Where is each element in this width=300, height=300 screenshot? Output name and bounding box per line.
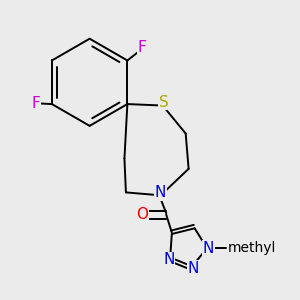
Text: N: N xyxy=(154,185,166,200)
Text: F: F xyxy=(138,40,146,55)
Text: S: S xyxy=(159,94,169,110)
Text: N: N xyxy=(188,261,199,276)
Text: N: N xyxy=(163,252,174,267)
Text: N: N xyxy=(203,241,214,256)
Text: methyl: methyl xyxy=(228,241,276,255)
Text: O: O xyxy=(136,207,148,222)
Text: F: F xyxy=(31,96,40,111)
